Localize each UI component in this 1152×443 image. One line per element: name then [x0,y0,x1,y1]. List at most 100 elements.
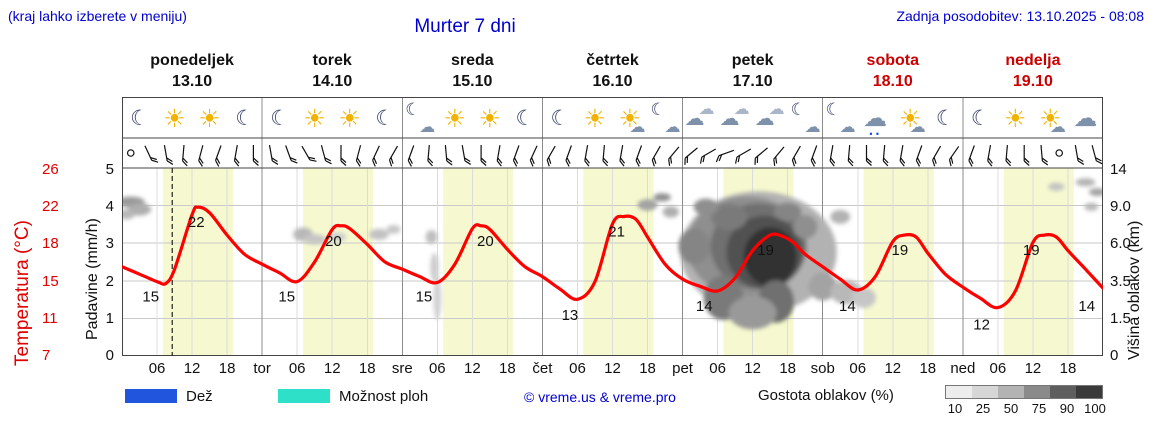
sun-icon: ☀ [303,103,326,133]
x-tick-day: sre [391,360,413,377]
day-header-sreda: sreda 15.10 [451,52,494,90]
svg-text:19: 19 [892,242,909,259]
x-tick-hour: 12 [183,360,201,377]
temp-tick: 18 [42,235,59,253]
cloud-density-scale-labels: 10 25 50 75 90 100 [941,401,1109,416]
x-tick-hour: 18 [218,360,236,377]
x-tick-hour: 18 [639,360,656,377]
day-header-ponedeljek: ponedeljek 13.10 [150,52,234,90]
svg-text:14: 14 [839,298,856,315]
day-header-petek: petek 17.10 [731,52,774,90]
x-tick-hour: 06 [569,360,586,377]
cloud-moon-icon: ☾ ☁ [825,100,856,136]
cloud-height-tick: 14 [1110,161,1127,178]
cloud-height-tick: 3.5 [1110,272,1131,290]
last-update: Zadnja posodobitev: 13.10.2025 - 08:08 [896,8,1144,24]
moon-icon: ☾ [550,105,570,130]
sun-icon: ☀ [1004,103,1027,133]
cloud-moon-icon: ☾ ☁ [650,100,681,136]
svg-text:14: 14 [1078,298,1095,315]
x-tick-hour: 12 [1024,360,1042,377]
precip-tick: 4 [105,198,114,216]
x-tick-day: ned [950,360,976,377]
moon-icon: ☾ [935,105,955,130]
cloud-density-scale-value: 90 [1059,401,1075,416]
meteogram-chart: 15 22 15 20 15 20 13 21 14 19 14 19 12 19 14 [122,97,1103,356]
temperature-curve [122,205,1103,310]
moon-icon: ☾ [130,105,149,130]
svg-text:15: 15 [416,289,433,306]
cloud-density-swatch [972,386,998,398]
x-tick-day: čet [532,360,553,377]
cloud-density-legend-label: Gostota oblakov (%) [758,387,894,404]
day-header-torek: torek 14.10 [312,52,353,90]
sun-cloud-icon: ☀ ☁ [898,103,926,136]
precip-tick: 3 [105,235,114,253]
day-header-četrtek: četrtek 16.10 [586,52,639,90]
cloud-moon-icon: ☾ ☁ [405,100,436,136]
precip-tick: 2 [105,272,114,290]
svg-text:13: 13 [562,307,579,324]
location-hint: (kraj lahko izberete v meniju) [8,8,187,24]
svg-text:20: 20 [477,233,494,250]
cloud-height-tick: 9.0 [1110,198,1131,216]
sun-cloud-icon: ☀ ☁ [618,103,646,136]
copyright-link[interactable]: © vreme.us & vreme.pro [524,389,676,405]
day-header-sobota: sobota 18.10 [866,52,919,90]
sun-icon: ☀ [163,103,186,133]
x-tick-hour: 12 [744,360,761,377]
page-title: Murter 7 dni [414,16,516,37]
chart-frame [122,97,1103,356]
weather-icons-row: ☾ ☀ ☀ ☾ ☾ ☀ ☀ ☾ ☾ ☁ ☀ ☀ ☾ ☾ ☀ ☀ ☁ ☾ ☁ ☁ ☁ ☁ ☁ ☁ ☁ ☾ ☁ ☾ ☁ ☁ ·· ☀ ☁ ☾ ☾ ☀ ☀ ☁ ☁ [122,99,1103,141]
x-tick-hour: 06 [849,360,867,377]
cloud-density-scale-value: 10 [947,401,963,416]
moon-icon: ☾ [515,105,535,130]
sun-icon: ☀ [338,103,361,133]
cloud-density-scale-value: 75 [1031,401,1047,416]
temp-tick: 11 [42,309,58,327]
grid [122,97,1103,356]
cloud-density-scale [945,385,1103,399]
showers-legend-swatch [278,389,330,403]
svg-text:15: 15 [142,289,159,306]
temp-tick: 7 [42,347,51,364]
svg-text:14: 14 [696,298,713,315]
moon-icon: ☾ [375,105,395,130]
x-tick-hour: 06 [288,360,306,377]
moon-icon: ☾ [235,105,255,130]
cloud-density-scale-value: 25 [975,401,991,416]
temp-tick: 22 [42,198,59,216]
x-tick-hour: 18 [1059,360,1077,377]
cloud-density-swatch [998,386,1024,398]
cloud-height-tick: 6.0 [1110,235,1131,253]
wind-barbs [126,144,1103,167]
moon-icon: ☾ [270,105,290,130]
clouds-icon: ☁ ☁ [684,99,715,130]
clouds-icon: ☁ ☁ [719,99,750,130]
temp-tick: 26 [42,161,59,178]
cloud-rain-icon: ☁ ·· [863,104,888,141]
svg-text:19: 19 [1023,242,1040,259]
cloud-height-tick: 1.5 [1110,309,1131,327]
precip-tick: 1 [105,309,114,327]
cloud-icon: ☁ [1073,104,1098,132]
svg-text:22: 22 [188,214,205,231]
x-tick-hour: 06 [148,360,166,377]
x-tick-hour: 12 [604,360,621,377]
cloud-density-swatch [1024,386,1050,398]
cloud-density-scale-value: 100 [1084,401,1106,416]
cloud-density-swatch [1050,386,1076,398]
svg-text:15: 15 [278,289,295,306]
svg-text:20: 20 [325,233,342,250]
x-tick-day: sob [810,360,835,377]
clouds-icon: ☁ ☁ [754,99,785,130]
showers-legend-label: Možnost ploh [339,388,429,405]
x-tick-hour: 18 [919,360,937,377]
x-tick-day: tor [253,360,271,377]
temperature-value-labels: 15 22 15 20 15 20 13 21 14 19 14 19 12 19 14 [142,214,1095,333]
x-tick-hour: 06 [428,360,446,377]
sun-icon: ☀ [443,103,466,133]
x-tick-hour: 12 [323,360,341,377]
precip-tick: 0 [105,347,114,364]
